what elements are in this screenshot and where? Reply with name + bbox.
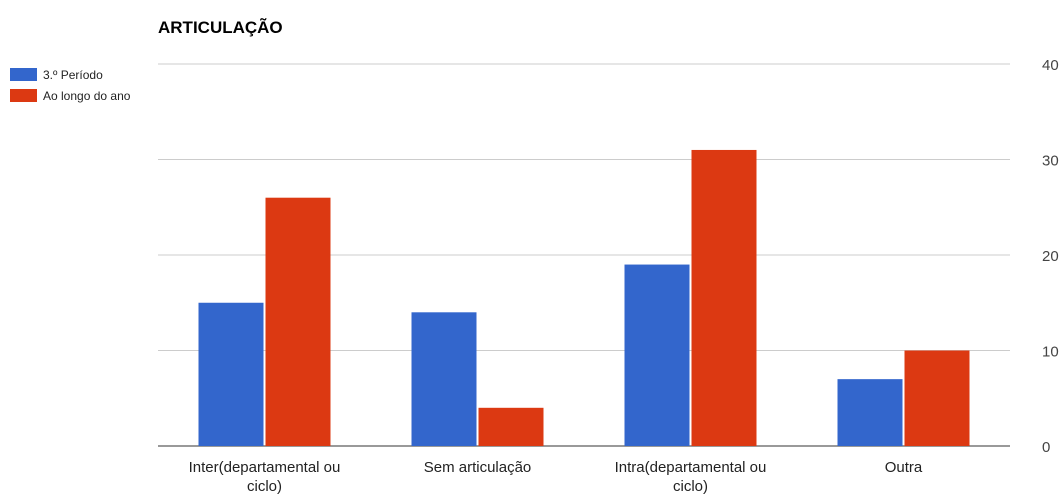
legend: 3.º Período Ao longo do ano: [10, 64, 130, 106]
x-tick-label: Intra(departamental ou ciclo): [615, 459, 767, 495]
x-tick-label: Inter(departamental ou ciclo): [189, 459, 341, 495]
legend-label-series-1: 3.º Período: [43, 67, 103, 82]
bar-periodo: [198, 302, 264, 446]
legend-item-series-1[interactable]: 3.º Período: [10, 64, 130, 85]
y-tick-label: 30: [1042, 153, 1059, 170]
x-tick-label: Sem articulação: [424, 459, 532, 476]
y-tick-label: 20: [1042, 248, 1059, 265]
x-tick-label: Outra: [885, 459, 923, 476]
legend-item-series-2[interactable]: Ao longo do ano: [10, 85, 130, 106]
bar-ano: [478, 407, 544, 446]
bar-ano: [691, 149, 757, 446]
legend-swatch-series-2: [10, 89, 37, 102]
y-tick-label: 10: [1042, 344, 1059, 361]
legend-swatch-series-1: [10, 68, 37, 81]
bar-ano: [265, 197, 331, 446]
bar-periodo: [624, 264, 690, 446]
bar-periodo: [837, 379, 903, 446]
bar-periodo: [411, 312, 477, 446]
y-tick-label: 0: [1042, 439, 1050, 456]
bar-ano: [904, 350, 970, 446]
legend-label-series-2: Ao longo do ano: [43, 88, 131, 103]
y-tick-label: 40: [1042, 57, 1059, 74]
chart-title: ARTICULAÇÃO: [158, 18, 283, 37]
